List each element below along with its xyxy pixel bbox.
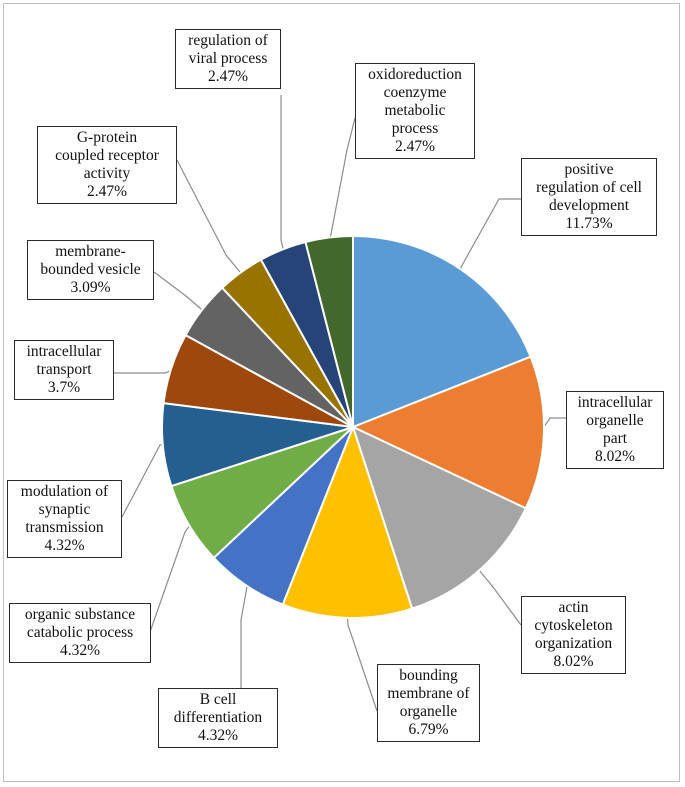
label-text: viral process [188, 50, 268, 67]
slice-label-bounding-membrane-of-organelle: bounding membrane of organelle 6.79% [377, 664, 480, 742]
label-percent: 4.32% [59, 642, 101, 659]
label-text: organelle [399, 703, 458, 720]
label-text: catabolic process [26, 624, 134, 641]
label-percent: 4.32% [44, 537, 85, 554]
label-text: differentiation [173, 709, 263, 726]
leader-line-membrane-bounded-vesicle [153, 271, 206, 313]
slice-label-regulation-of-viral-process: regulation of viral process 2.47% [175, 29, 281, 89]
slice-label-g-protein-coupled-receptor-activity: G-protein coupled receptor activity 2.47… [37, 126, 177, 204]
leader-line-organic-substance-catabolic-process [149, 521, 193, 633]
leader-line-bounding-membrane-of-organelle [346, 613, 378, 712]
slice-label-b-cell-differentiation: B cell differentiation 4.32% [158, 688, 278, 748]
label-text: synaptic [38, 501, 91, 518]
slice-label-oxidoreduction-coenzyme-metabolic-process: oxidoreduction coenzyme metabolic proces… [355, 63, 475, 159]
label-text: process [391, 120, 439, 137]
label-text: activity [83, 165, 131, 182]
slice-label-intracellular-transport: intracellular transport 3.7% [14, 340, 114, 400]
pie-slice-intracellular-organelle-part [350, 355, 545, 510]
label-percent: 11.73% [565, 215, 613, 232]
leader-line-g-protein-coupled-receptor-activity [176, 159, 244, 277]
leader-line-intracellular-transport [113, 368, 176, 374]
label-text: positive [564, 161, 614, 178]
slice-label-membrane-bounded-vesicle: membrane- bounded vesicle 3.09% [27, 240, 154, 300]
label-percent: 3.09% [70, 279, 111, 296]
label-text: cytoskeleton [534, 617, 613, 634]
label-text: intracellular [577, 394, 653, 411]
label-text: G-protein [76, 129, 138, 146]
slice-label-intracellular-organelle-part: intracellular organelle part 8.02% [566, 391, 664, 469]
leader-lines [113, 95, 566, 712]
label-percent: 6.79% [408, 721, 449, 738]
slice-label-actin-cytoskeleton-organization: actin cytoskeleton organization 8.02% [521, 596, 626, 674]
pie-slice-actin-cytoskeleton-organization [351, 425, 528, 610]
slice-label-positive-regulation-of-cell-development: positive regulation of cell development … [521, 158, 657, 236]
label-text: modulation of [20, 483, 109, 500]
label-text: coupled receptor [55, 147, 159, 164]
pie-slice-oxidoreduction-coenzyme-metabolic-process [304, 234, 354, 428]
label-text: membrane of [387, 685, 470, 702]
label-percent: 8.02% [553, 653, 594, 670]
pie-slices [161, 234, 545, 619]
label-text: intracellular [26, 343, 102, 360]
label-percent: 8.02% [594, 448, 636, 465]
label-percent: 3.7% [47, 379, 81, 396]
label-percent: 4.32% [197, 727, 239, 744]
pie-slice-positive-regulation-of-cell-development [352, 234, 532, 429]
label-text: regulation of cell [536, 179, 642, 196]
label-text: coenzyme [383, 84, 447, 101]
slice-label-organic-substance-catabolic-process: organic substance catabolic process 4.32… [9, 603, 151, 663]
label-text: metabolic [384, 102, 446, 119]
leader-line-modulation-of-synaptic-transmission [121, 444, 167, 518]
label-text: organization [534, 635, 613, 652]
leader-line-actin-cytoskeleton-organization [476, 566, 522, 626]
slice-label-modulation-of-synaptic-transmission: modulation of synaptic transmission 4.32… [7, 480, 122, 558]
label-text: transmission [25, 519, 104, 536]
leader-line-regulation-of-viral-process [280, 95, 285, 254]
label-text: actin [558, 599, 589, 616]
pie-slice-bounding-membrane-of-organelle [281, 424, 414, 619]
label-text: development [548, 197, 630, 214]
label-text: bounded vesicle [40, 261, 141, 278]
label-percent: 2.47% [394, 138, 436, 155]
label-text: regulation of [188, 32, 268, 49]
label-percent: 2.47% [207, 68, 249, 85]
label-text: oxidoreduction [368, 66, 462, 83]
label-text: bounding [399, 667, 458, 684]
label-text: B cell [199, 691, 237, 708]
label-text: organic substance [24, 606, 136, 623]
leader-line-oxidoreduction-coenzyme-metabolic-process [329, 117, 356, 242]
label-text: organelle part [586, 412, 644, 447]
label-text: transport [36, 361, 92, 378]
leader-line-b-cell-differentiation [240, 581, 249, 688]
leader-line-positive-regulation-of-cell-development [457, 198, 521, 273]
label-text: membrane- [55, 243, 126, 260]
label-percent: 2.47% [86, 183, 128, 200]
